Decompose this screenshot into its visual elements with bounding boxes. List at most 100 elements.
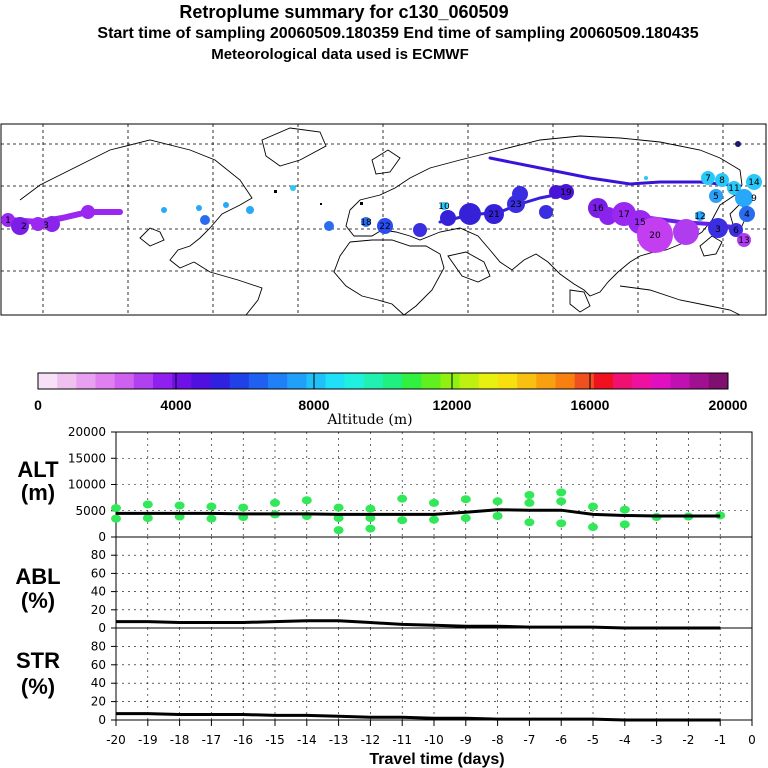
x-tick-label: -14 <box>297 733 317 747</box>
colorbar-cell <box>325 373 346 389</box>
marker-label: 8 <box>719 176 725 186</box>
y-tick-label: 40 <box>91 676 106 690</box>
marker-label: 15 <box>634 218 645 228</box>
colorbar-cell <box>38 373 58 389</box>
x-tick-label: -1 <box>714 733 726 747</box>
plume-particle-point <box>301 496 312 505</box>
colorbar-cell <box>133 373 154 389</box>
colorbar-label: Altitude (m) <box>326 412 412 428</box>
colorbar-cell <box>478 373 499 389</box>
altitude-colorbar: 0 4000 8000 12000 16000 20000 Altitude (m) <box>34 372 748 428</box>
colorbar-cell <box>517 373 537 389</box>
colorbar-cell <box>229 373 250 389</box>
marker-label: 9 <box>751 194 757 204</box>
plume-particle-point <box>365 524 376 533</box>
trajectory-map: 1 2 3 3 4 5 6 7 8 9 10 11 12 13 14 15 16… <box>0 123 767 316</box>
y-tick-label: 20000 <box>68 425 106 439</box>
plume-particle-point <box>333 526 344 535</box>
x-tick-label: -6 <box>555 733 567 747</box>
marker-label: 6 <box>733 226 739 236</box>
plume-particle-point <box>333 514 344 523</box>
colorbar-cell <box>670 373 691 389</box>
series-line <box>116 712 721 722</box>
colorbar-cell <box>153 373 173 389</box>
plume-particle-point <box>333 503 344 512</box>
marker-label: 5 <box>713 192 719 202</box>
colorbar-cell <box>708 373 729 389</box>
plume-particle-point <box>270 498 280 507</box>
colorbar-cell <box>268 373 288 389</box>
marker-label: 2 <box>21 222 27 232</box>
colorbar-cell <box>689 373 710 389</box>
marker-label: 20 <box>649 231 661 241</box>
y-tick-label: 0 <box>98 530 106 544</box>
colorbar-cell <box>574 373 595 389</box>
plume-particle-point <box>460 495 471 504</box>
coastlines <box>19 127 749 316</box>
colorbar-cell <box>248 373 269 389</box>
alt-panel: 0 5000 10000 15000 20000 <box>68 425 753 544</box>
colorbar-cell <box>306 373 326 389</box>
colorbar-cell <box>632 373 652 389</box>
colorbar-cell <box>172 373 192 389</box>
plume-particle-point <box>142 514 153 523</box>
marker-label: 21 <box>488 210 499 220</box>
colorbar-cell <box>210 373 231 389</box>
marker-label: 17 <box>618 210 629 220</box>
colorbar-cell <box>57 373 77 389</box>
marker-label: 19 <box>560 188 572 198</box>
x-tick-label: -18 <box>170 733 190 747</box>
marker-label: 4 <box>744 210 750 220</box>
x-tick-label: -5 <box>587 733 599 747</box>
plume-particle-point <box>238 503 249 512</box>
plume-particle-point <box>365 514 376 523</box>
colorbar-cell <box>344 373 365 389</box>
alt-unit: (m) <box>21 480 55 505</box>
plume-particle-point <box>111 514 121 523</box>
x-tick-label: -3 <box>651 733 663 747</box>
plume-particle-point <box>619 520 630 529</box>
plume-markers <box>1 141 762 253</box>
colorbar-cell <box>613 373 633 389</box>
alt-label: ALT <box>17 457 59 482</box>
met-data-line: Meteorological data used is ECMWF <box>211 46 469 63</box>
marker-label: 16 <box>592 204 604 214</box>
x-axis: -20 -19 -18 -17 -16 -15 -14 -13 -12 -11 -10 -9 -8 -7-… <box>106 720 756 747</box>
plume-particle-point <box>524 491 535 499</box>
marker-label: 12 <box>694 212 705 222</box>
abl-panel: 0 20 40 60 80 <box>91 536 753 635</box>
y-tick-label: 80 <box>91 548 106 562</box>
colorbar-cell <box>440 373 461 389</box>
x-tick-label: -15 <box>265 733 285 747</box>
colorbar-cell <box>421 373 441 389</box>
x-tick-label: -10 <box>424 733 444 747</box>
colorbar-frame <box>37 372 729 390</box>
colorbar-tick-label: 8000 <box>298 397 329 413</box>
x-tick-label: -13 <box>329 733 349 747</box>
abl-unit: (%) <box>21 588 55 613</box>
str-panel: 0 20 40 60 80 <box>91 627 753 727</box>
marker-label: 22 <box>379 222 390 232</box>
colorbar-tick-label: 0 <box>34 397 42 413</box>
plume-particle-point <box>556 519 567 528</box>
plume-particle-point <box>206 502 217 511</box>
colorbar-cell <box>555 373 576 389</box>
plume-particle-point <box>460 514 471 523</box>
colorbar-tick-label: 20000 <box>709 397 748 413</box>
plume-particle-point <box>524 518 535 527</box>
y-tick-label: 80 <box>91 639 106 653</box>
x-tick-label: -7 <box>523 733 535 747</box>
marker-label: 18 <box>360 218 372 228</box>
chart-title: Retroplume summary for c130_060509 <box>179 2 509 22</box>
marker-label: 7 <box>705 174 711 184</box>
y-tick-label: 0 <box>98 713 106 727</box>
plume-particle-point <box>492 497 503 506</box>
str-label: STR <box>16 648 60 673</box>
plume-particle-point <box>397 516 408 525</box>
x-tick-label: -16 <box>233 733 253 747</box>
x-tick-label: -11 <box>392 733 412 747</box>
plume-particle-point <box>429 515 439 524</box>
plume-particle-point <box>429 498 439 507</box>
colorbar-cell <box>114 373 135 389</box>
